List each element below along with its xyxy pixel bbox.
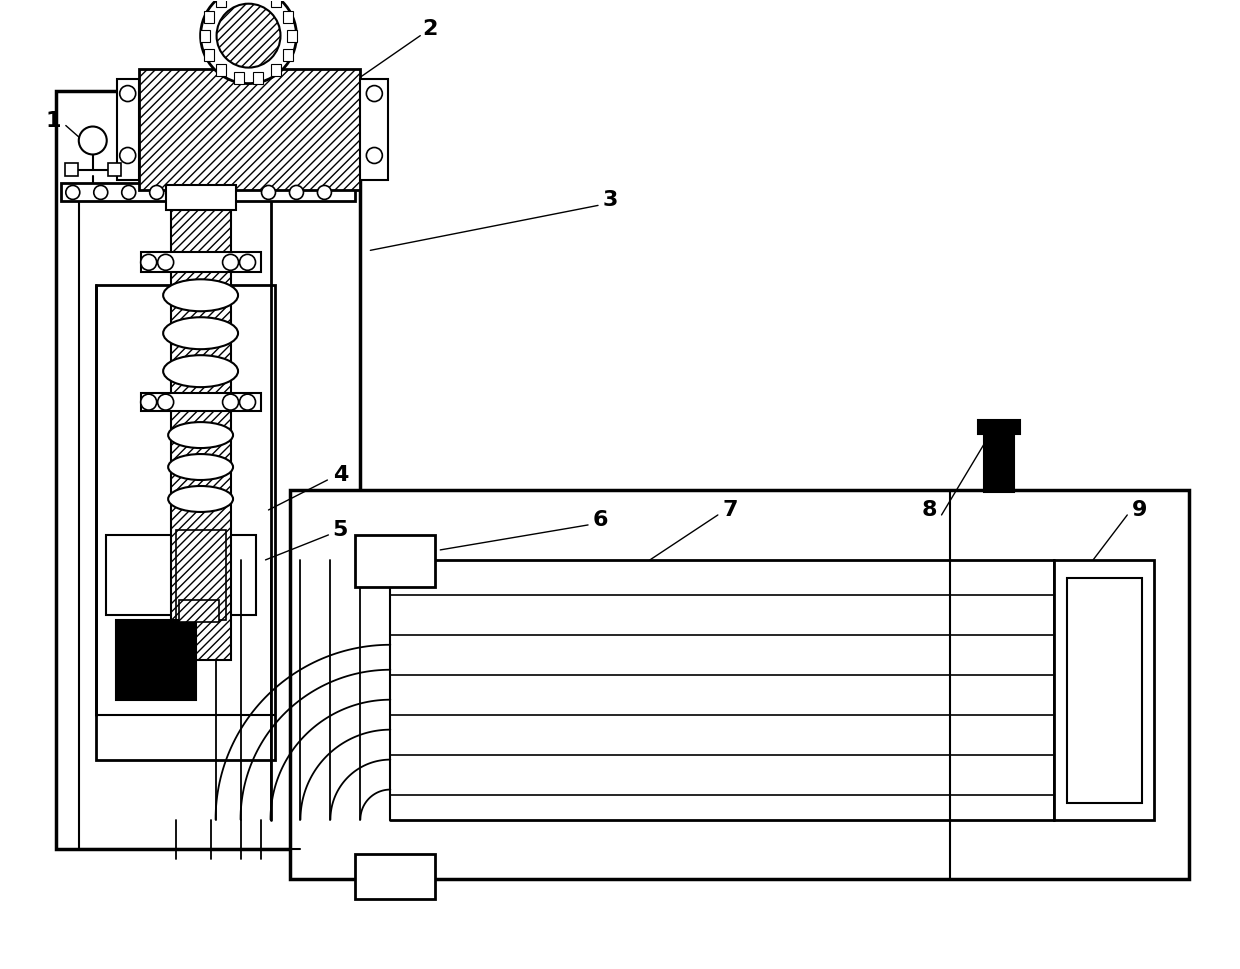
Bar bbox=[1068, 578, 1142, 802]
Circle shape bbox=[122, 185, 135, 200]
Circle shape bbox=[317, 185, 331, 200]
Circle shape bbox=[217, 4, 280, 68]
Bar bbox=[171, 171, 231, 660]
Text: 9: 9 bbox=[1132, 500, 1147, 520]
Bar bbox=[356, 535, 435, 587]
Text: 5: 5 bbox=[332, 520, 348, 540]
Bar bbox=[283, 11, 293, 22]
Bar bbox=[290, 490, 1189, 880]
Circle shape bbox=[157, 394, 174, 410]
Bar bbox=[56, 90, 361, 850]
Text: 3: 3 bbox=[603, 190, 618, 210]
Text: 7: 7 bbox=[722, 500, 738, 520]
Bar bbox=[61, 183, 356, 202]
Bar bbox=[270, 64, 281, 76]
Circle shape bbox=[201, 0, 296, 83]
Bar bbox=[140, 393, 260, 411]
Circle shape bbox=[79, 127, 107, 154]
Text: 4: 4 bbox=[332, 465, 348, 485]
Circle shape bbox=[157, 254, 174, 270]
Text: 2: 2 bbox=[423, 18, 438, 39]
Circle shape bbox=[66, 185, 79, 200]
Bar bbox=[179, 600, 218, 622]
Bar bbox=[978, 421, 1021, 434]
Circle shape bbox=[239, 254, 255, 270]
Bar bbox=[361, 78, 388, 180]
Bar bbox=[1054, 560, 1154, 820]
Circle shape bbox=[222, 254, 238, 270]
Bar bbox=[283, 48, 293, 61]
Bar bbox=[288, 30, 298, 42]
Bar bbox=[356, 855, 435, 899]
Text: 6: 6 bbox=[593, 510, 608, 530]
Circle shape bbox=[289, 185, 304, 200]
Bar bbox=[166, 185, 236, 210]
Circle shape bbox=[150, 185, 164, 200]
Ellipse shape bbox=[164, 279, 238, 311]
Bar bbox=[234, 73, 244, 84]
Circle shape bbox=[222, 394, 238, 410]
Bar bbox=[200, 30, 210, 42]
Circle shape bbox=[120, 147, 135, 164]
Bar bbox=[64, 164, 78, 176]
Bar bbox=[203, 48, 215, 61]
Ellipse shape bbox=[169, 486, 233, 512]
Circle shape bbox=[239, 394, 255, 410]
Bar bbox=[176, 530, 226, 620]
Bar bbox=[270, 0, 281, 8]
Bar bbox=[161, 171, 241, 182]
Text: 1: 1 bbox=[45, 110, 61, 131]
Bar bbox=[985, 430, 1014, 492]
Bar bbox=[203, 11, 215, 22]
Circle shape bbox=[120, 85, 135, 102]
Bar bbox=[95, 285, 275, 760]
Bar bbox=[105, 535, 255, 614]
Bar bbox=[108, 164, 120, 176]
Bar bbox=[216, 0, 226, 8]
Circle shape bbox=[262, 185, 275, 200]
Circle shape bbox=[366, 85, 382, 102]
Ellipse shape bbox=[169, 454, 233, 480]
Bar bbox=[140, 252, 260, 272]
Bar bbox=[216, 64, 226, 76]
Ellipse shape bbox=[164, 317, 238, 349]
Bar bbox=[115, 620, 196, 700]
Circle shape bbox=[94, 185, 108, 200]
Ellipse shape bbox=[169, 422, 233, 448]
Circle shape bbox=[140, 254, 156, 270]
Bar bbox=[139, 69, 361, 191]
Circle shape bbox=[366, 147, 382, 164]
Circle shape bbox=[140, 394, 156, 410]
Text: 8: 8 bbox=[921, 500, 937, 520]
Bar bbox=[117, 78, 139, 180]
Bar bbox=[253, 73, 263, 84]
Ellipse shape bbox=[164, 356, 238, 388]
